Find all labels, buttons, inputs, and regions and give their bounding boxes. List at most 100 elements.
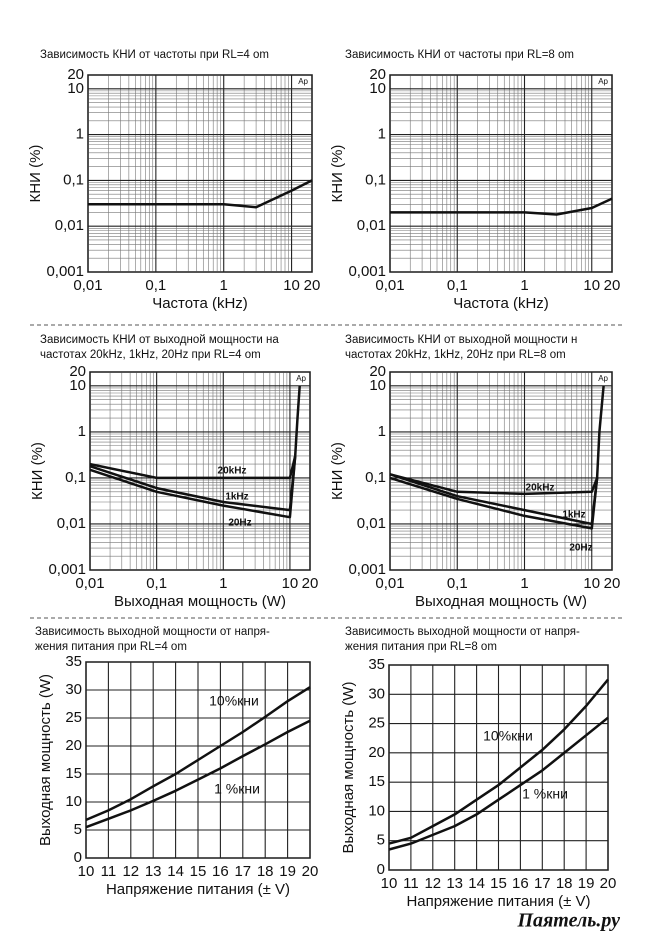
x-tick-label: 14 xyxy=(167,863,184,880)
x-tick-label: 20 xyxy=(600,875,617,892)
y-tick-label: 0 xyxy=(74,849,82,866)
x-axis-label: Напряжение питания (± V) xyxy=(106,881,290,898)
y-tick-label: 20 xyxy=(69,363,86,380)
x-tick-label: 0,1 xyxy=(146,575,167,592)
plot-area xyxy=(87,74,313,273)
y-tick-label: 0,1 xyxy=(365,469,386,486)
series-label: 20Hz xyxy=(569,543,592,554)
x-tick-label: 20 xyxy=(302,863,319,880)
x-tick-label: 0,01 xyxy=(375,575,404,592)
chart-title: частотах 20kHz, 1kHz, 20Hz при RL=4 om xyxy=(40,349,261,361)
y-tick-label: 35 xyxy=(65,653,82,670)
y-tick-label: 1 xyxy=(76,126,84,143)
x-tick-label: 10 xyxy=(283,277,300,294)
y-tick-label: 0,001 xyxy=(48,561,86,578)
x-tick-label: 14 xyxy=(468,875,485,892)
x-axis-label: Частота (kHz) xyxy=(453,295,549,312)
y-tick-label: 0,001 xyxy=(46,263,84,280)
y-tick-label: 15 xyxy=(368,773,385,790)
x-tick-label: 16 xyxy=(212,863,229,880)
y-tick-label: 20 xyxy=(65,737,82,754)
y-tick-label: 0,01 xyxy=(57,515,86,532)
series-label: 1kHz xyxy=(225,492,248,503)
y-tick-label: 15 xyxy=(65,765,82,782)
y-axis-label: КНИ (%) xyxy=(329,145,346,203)
chart-title: жения питания при RL=4 om xyxy=(35,641,187,653)
y-tick-label: 10 xyxy=(369,80,386,97)
x-tick-label: 20 xyxy=(604,277,621,294)
x-tick-label: 13 xyxy=(145,863,162,880)
series-label: 10%кни xyxy=(209,693,259,709)
data-line xyxy=(89,385,301,480)
y-tick-label: 1 xyxy=(378,126,386,143)
chart-title: Зависимость выходной мощности от напря- xyxy=(35,626,270,638)
x-tick-label: 10 xyxy=(381,875,398,892)
x-tick-label: 0,01 xyxy=(75,575,104,592)
y-tick-label: 0,1 xyxy=(365,171,386,188)
chart-title: жения питания при RL=8 om xyxy=(345,641,497,653)
x-tick-label: 18 xyxy=(556,875,573,892)
x-tick-label: 1 xyxy=(520,575,528,592)
chart-title: Зависимость выходной мощности от напря- xyxy=(345,626,580,638)
y-tick-label: 0,001 xyxy=(348,263,386,280)
y-tick-label: 10 xyxy=(65,793,82,810)
y-axis-label: КНИ (%) xyxy=(29,442,46,500)
y-tick-label: 10 xyxy=(368,802,385,819)
data-line xyxy=(85,686,311,822)
y-tick-label: 0,1 xyxy=(63,171,84,188)
x-tick-label: 0,01 xyxy=(73,277,102,294)
y-tick-label: 25 xyxy=(65,709,82,726)
y-tick-label: 20 xyxy=(368,744,385,761)
x-tick-label: 10 xyxy=(78,863,95,880)
x-tick-label: 20 xyxy=(304,277,321,294)
data-line xyxy=(388,716,609,851)
y-tick-label: 0,1 xyxy=(65,469,86,486)
x-tick-label: 20 xyxy=(302,575,319,592)
y-axis-label: КНИ (%) xyxy=(329,442,346,500)
x-tick-label: 1 xyxy=(219,575,227,592)
x-tick-label: 16 xyxy=(512,875,529,892)
x-axis-label: Выходная мощность (W) xyxy=(114,593,286,610)
y-tick-label: 25 xyxy=(368,715,385,732)
y-tick-label: 0,01 xyxy=(357,515,386,532)
y-tick-label: 30 xyxy=(368,685,385,702)
data-line xyxy=(88,179,313,209)
series-label: 1 %кни xyxy=(522,786,568,802)
annotation: Ap xyxy=(296,374,306,383)
x-tick-label: 15 xyxy=(490,875,507,892)
y-tick-label: 30 xyxy=(65,681,82,698)
y-axis-label: Выходная мощность (W) xyxy=(340,682,357,854)
y-tick-label: 20 xyxy=(369,66,386,83)
x-tick-label: 11 xyxy=(403,875,419,892)
x-tick-label: 19 xyxy=(279,863,296,880)
chart-title: частотах 20kHz, 1kHz, 20Hz при RL=8 om xyxy=(345,349,566,361)
x-tick-label: 12 xyxy=(122,863,139,880)
x-tick-label: 10 xyxy=(583,277,600,294)
chart-title: Зависимость КНИ от выходной мощности на xyxy=(40,334,279,346)
x-tick-label: 0,1 xyxy=(145,277,166,294)
x-tick-label: 1 xyxy=(520,277,528,294)
chart-title: Зависимость КНИ от выходной мощности н xyxy=(345,334,577,346)
data-line xyxy=(388,678,609,845)
series-label: 10%кни xyxy=(483,728,533,744)
data-line xyxy=(389,385,605,496)
x-axis-label: Выходная мощность (W) xyxy=(415,593,587,610)
series-label: 1kHz xyxy=(562,510,585,521)
annotation: Ap xyxy=(598,374,608,383)
plot-area xyxy=(389,371,613,571)
x-axis-label: Частота (kHz) xyxy=(152,295,248,312)
y-tick-label: 0,01 xyxy=(357,217,386,234)
y-tick-label: 10 xyxy=(69,377,86,394)
chart-title: Зависимость КНИ от частоты при RL=4 om xyxy=(40,49,269,61)
series-label: 1 %кни xyxy=(214,781,260,797)
x-tick-label: 10 xyxy=(583,575,600,592)
y-axis-label: Выходная мощность (W) xyxy=(37,674,54,846)
y-tick-label: 0,001 xyxy=(348,561,386,578)
y-tick-label: 10 xyxy=(369,377,386,394)
x-tick-label: 18 xyxy=(257,863,274,880)
y-axis-label: КНИ (%) xyxy=(27,145,44,203)
x-tick-label: 10 xyxy=(282,575,299,592)
x-tick-label: 1 xyxy=(220,277,228,294)
data-line xyxy=(390,197,613,216)
data-line xyxy=(389,476,599,530)
